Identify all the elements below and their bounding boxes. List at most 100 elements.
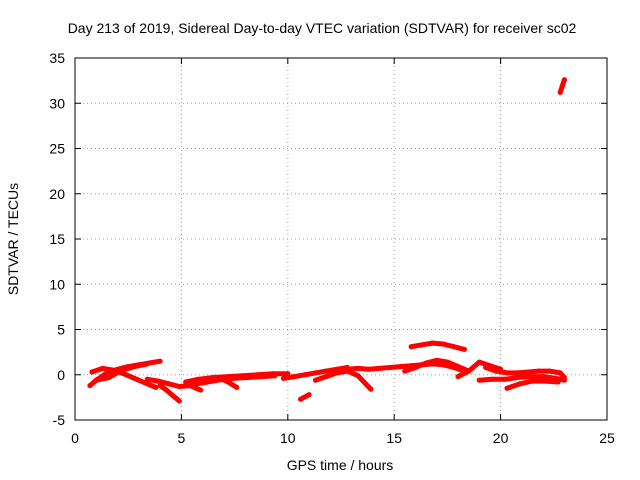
data-point (398, 364, 404, 370)
data-point (476, 359, 482, 365)
data-point (195, 376, 201, 382)
data-point (225, 379, 231, 385)
data-point (547, 368, 552, 374)
chart-grid (75, 58, 607, 420)
y-tick-label: 5 (57, 322, 65, 338)
data-point (376, 365, 382, 371)
data-point (306, 392, 312, 398)
data-point (559, 83, 565, 89)
data-point (272, 373, 278, 379)
data-point (119, 367, 125, 373)
data-point (176, 384, 182, 389)
data-point (557, 370, 563, 376)
data-point (298, 396, 304, 402)
x-tick-label: 15 (386, 430, 402, 446)
data-point (157, 383, 163, 389)
data-point (444, 359, 450, 365)
data-point (402, 368, 408, 374)
data-point (93, 377, 99, 383)
y-tick-label: 35 (49, 50, 65, 66)
data-point (502, 376, 508, 382)
data-point (157, 358, 163, 364)
data-point (476, 377, 482, 383)
data-point (440, 341, 446, 347)
data-point (144, 361, 150, 367)
chart-title: Day 213 of 2019, Sidereal Day-to-day VTE… (68, 20, 577, 36)
series-track-3 (93, 361, 150, 383)
data-point (466, 368, 472, 374)
data-point (355, 373, 361, 379)
data-point (302, 372, 308, 378)
data-point (461, 346, 467, 352)
y-tick-label: 30 (49, 95, 65, 111)
data-point (110, 367, 116, 373)
data-point (132, 375, 138, 381)
data-point (281, 375, 286, 381)
data-point (451, 344, 457, 350)
series-track-line (157, 383, 182, 404)
series-track-16 (483, 365, 567, 380)
series-track-9 (281, 365, 350, 381)
data-series (87, 77, 567, 404)
data-point (557, 89, 563, 95)
data-point (368, 386, 374, 392)
data-point (489, 376, 495, 382)
data-point (164, 387, 169, 393)
series-track-8 (217, 375, 240, 390)
data-point (483, 365, 489, 370)
data-point (413, 365, 418, 370)
data-point (517, 381, 523, 387)
data-point (234, 384, 240, 390)
y-tick-label: 10 (49, 276, 65, 292)
series-track-line (408, 340, 467, 352)
data-point (244, 375, 250, 380)
axis-ticks: 0 5 10 15 20 25 -5 0 5 10 15 20 25 30 35 (49, 50, 615, 446)
data-point (530, 378, 535, 384)
x-tick-label: 20 (493, 430, 509, 446)
data-point (313, 370, 318, 376)
data-point (217, 375, 223, 381)
x-axis-label: GPS time / hours (287, 457, 394, 473)
data-point (230, 375, 235, 381)
data-point (183, 379, 189, 385)
series-track-2 (89, 365, 159, 390)
data-point (423, 360, 429, 366)
data-point (419, 342, 425, 348)
data-point (200, 380, 206, 386)
data-point (561, 377, 567, 383)
data-point (455, 364, 461, 370)
x-tick-label: 5 (178, 430, 186, 446)
data-point (525, 369, 531, 375)
data-point (334, 370, 340, 376)
y-tick-label: 0 (57, 367, 65, 383)
data-point (542, 378, 548, 384)
series-track-5 (157, 383, 182, 404)
series-track-18 (504, 378, 561, 391)
x-tick-label: 10 (280, 430, 296, 446)
data-point (87, 383, 93, 389)
data-point (493, 368, 499, 374)
data-point (540, 374, 546, 380)
series-track-14 (408, 340, 467, 352)
data-point (313, 377, 318, 383)
data-point (366, 366, 372, 372)
y-tick-label: 20 (49, 186, 65, 202)
y-axis-label: SDTVAR / TECUs (5, 183, 21, 295)
data-point (355, 365, 361, 371)
data-point (504, 370, 510, 376)
y-tick-label: 15 (49, 231, 65, 247)
data-point (170, 393, 176, 399)
data-point (155, 378, 161, 384)
data-point (106, 375, 112, 380)
data-point (434, 357, 440, 363)
data-point (187, 382, 193, 388)
data-point (504, 385, 510, 391)
data-point (198, 387, 204, 393)
series-track-19 (557, 77, 567, 95)
data-point (387, 365, 393, 370)
x-tick-label: 25 (599, 430, 615, 446)
data-point (166, 381, 172, 387)
data-point (100, 365, 106, 371)
series-track-11 (313, 368, 374, 392)
